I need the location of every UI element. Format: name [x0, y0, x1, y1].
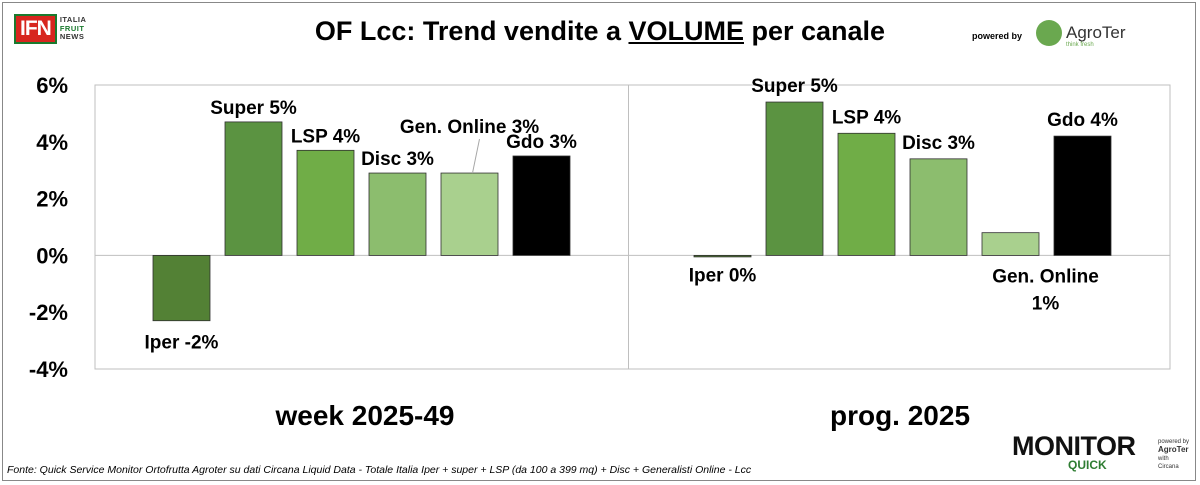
- data-label: Iper 0%: [689, 265, 757, 286]
- bar-0-0: [152, 254, 211, 322]
- y-tick-label: -4%: [29, 357, 68, 382]
- side-with: with: [1158, 456, 1169, 462]
- data-label: Iper -2%: [145, 333, 219, 354]
- y-tick-label: -2%: [29, 300, 68, 325]
- side-powered: powered by: [1158, 439, 1190, 445]
- agroter-brand: AgroTer: [1066, 23, 1126, 42]
- ifn-logo-line3: NEWS: [59, 32, 85, 42]
- y-tick-label: 6%: [36, 73, 68, 98]
- tree-icon: [1036, 20, 1062, 46]
- plot-area: [94, 84, 1171, 370]
- x-group-label: week 2025-49: [274, 400, 454, 431]
- title-underlined-word: VOLUME: [628, 16, 744, 46]
- ifn-logo: IFN ITALIA FRUIT NEWS: [14, 14, 86, 44]
- bar-0-5: [512, 155, 571, 256]
- ifn-logo-line2: FRUIT: [59, 23, 85, 33]
- ifn-logo-line1: ITALIA: [59, 15, 87, 25]
- quick-word: QUICK: [1068, 458, 1107, 472]
- chart-title: OF Lcc: Trend vendite a VOLUME per canal…: [0, 16, 1200, 47]
- monitor-side-credits: powered by AgroTer with Circana: [1158, 438, 1189, 471]
- side-brand: AgroTer: [1158, 445, 1189, 454]
- leader-line: [472, 138, 480, 174]
- y-tick-label: 2%: [36, 187, 68, 212]
- bar-0-4: [440, 172, 499, 256]
- bar-1-3: [909, 158, 968, 256]
- source-note: Fonte: Quick Service Monitor Ortofrutta …: [7, 464, 752, 476]
- bar-0-1: [224, 121, 283, 256]
- bar-1-1: [765, 101, 824, 256]
- data-label: Gen. Online: [992, 266, 1099, 287]
- x-group-label: prog. 2025: [830, 400, 970, 431]
- data-label: LSP 4%: [291, 126, 360, 147]
- data-label: Disc 3%: [361, 149, 434, 170]
- y-tick-label: 0%: [36, 243, 68, 268]
- ifn-logo-text: ITALIA FRUIT NEWS: [60, 16, 87, 42]
- data-label: LSP 4%: [832, 107, 901, 128]
- powered-by-label: powered by: [972, 31, 1023, 41]
- bar-1-4: [981, 232, 1040, 256]
- monitor-quick-logo: MONITOR QUICK: [1012, 431, 1136, 472]
- bar-0-2: [296, 149, 355, 256]
- data-label: Disc 3%: [902, 133, 975, 154]
- bar-1-0: [693, 254, 752, 258]
- bar-1-2: [837, 132, 896, 256]
- data-label: Super 5%: [751, 76, 838, 97]
- title-part-1: OF Lcc: Trend vendite a: [314, 16, 629, 46]
- agroter-tagline: think fresh: [1066, 42, 1094, 48]
- title-part-2: per canale: [744, 16, 886, 46]
- data-label: 1%: [1032, 293, 1060, 314]
- bar-1-5: [1053, 135, 1112, 256]
- data-label: Super 5%: [210, 98, 297, 119]
- ifn-logo-mark: IFN: [14, 14, 57, 44]
- data-label: Gdo 3%: [506, 132, 577, 153]
- side-partner: Circana: [1158, 464, 1179, 470]
- data-label: Gen. Online 3%: [400, 117, 539, 138]
- data-label: Gdo 4%: [1047, 110, 1118, 131]
- monitor-word: MONITOR: [1012, 431, 1136, 461]
- agroter-logo: AgroTer think fresh: [1036, 20, 1126, 48]
- bar-0-3: [368, 172, 427, 256]
- y-tick-label: 4%: [36, 130, 68, 155]
